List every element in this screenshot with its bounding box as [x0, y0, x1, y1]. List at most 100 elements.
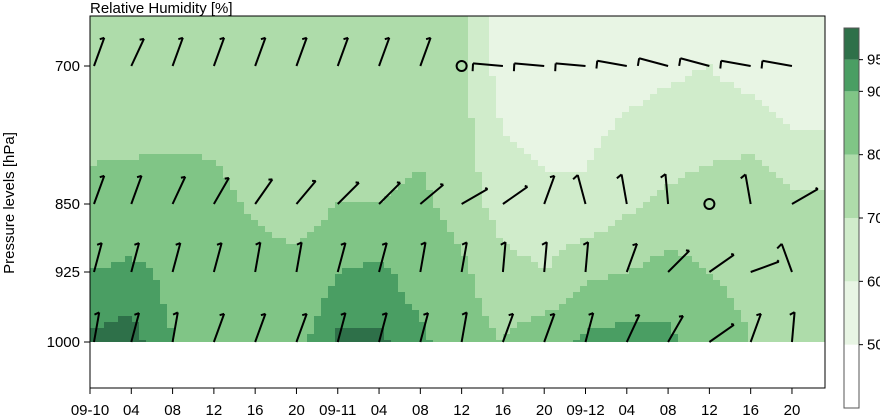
field-cell	[573, 148, 581, 155]
field-cell	[188, 172, 196, 179]
field-cell	[195, 154, 203, 161]
field-cell	[419, 40, 427, 47]
field-cell	[678, 238, 686, 245]
field-cell	[279, 160, 287, 167]
field-cell	[573, 46, 581, 53]
field-cell	[468, 94, 476, 101]
field-cell	[174, 166, 182, 173]
field-cell	[496, 46, 504, 53]
field-cell	[657, 142, 665, 149]
field-cell	[517, 142, 525, 149]
field-cell	[181, 82, 189, 89]
field-cell	[384, 130, 392, 137]
field-cell	[209, 250, 217, 257]
field-cell	[363, 154, 371, 161]
field-cell	[531, 196, 539, 203]
field-cell	[804, 28, 812, 35]
field-cell	[664, 262, 672, 269]
field-cell	[783, 226, 791, 233]
field-cell	[734, 124, 742, 131]
field-cell	[328, 166, 336, 173]
field-cell	[244, 190, 252, 197]
field-cell	[489, 202, 497, 209]
field-cell	[566, 106, 574, 113]
field-cell	[321, 292, 329, 299]
field-cell	[223, 208, 231, 215]
field-cell	[307, 40, 315, 47]
field-cell	[349, 202, 357, 209]
field-cell	[797, 82, 805, 89]
field-cell	[314, 40, 322, 47]
field-cell	[146, 262, 154, 269]
field-cell	[454, 142, 462, 149]
field-cell	[524, 82, 532, 89]
field-cell	[573, 214, 581, 221]
field-cell	[664, 154, 672, 161]
field-cell	[181, 16, 189, 23]
field-cell	[615, 238, 623, 245]
field-cell	[468, 196, 476, 203]
field-cell	[608, 244, 616, 251]
field-cell	[293, 118, 301, 125]
field-cell	[160, 262, 168, 269]
field-cell	[251, 232, 259, 239]
field-cell	[545, 166, 553, 173]
field-cell	[615, 76, 623, 83]
field-cell	[188, 28, 196, 35]
field-cell	[314, 196, 322, 203]
field-cell	[223, 106, 231, 113]
field-cell	[538, 106, 546, 113]
field-cell	[566, 16, 574, 23]
field-cell	[573, 58, 581, 65]
field-cell	[447, 178, 455, 185]
field-cell	[776, 178, 784, 185]
field-cell	[643, 40, 651, 47]
field-cell	[398, 256, 406, 263]
field-cell	[139, 184, 147, 191]
field-cell	[643, 268, 651, 275]
field-cell	[573, 154, 581, 161]
field-cell	[566, 262, 574, 269]
field-cell	[384, 274, 392, 281]
field-cell	[545, 148, 553, 155]
field-cell	[531, 16, 539, 23]
field-cell	[328, 34, 336, 41]
field-cell	[237, 256, 245, 263]
field-cell	[776, 196, 784, 203]
field-cell	[804, 190, 812, 197]
field-cell	[629, 262, 637, 269]
field-cell	[587, 154, 595, 161]
field-cell	[755, 46, 763, 53]
field-cell	[286, 250, 294, 257]
field-cell	[622, 34, 630, 41]
field-cell	[587, 244, 595, 251]
field-cell	[629, 190, 637, 197]
field-cell	[153, 202, 161, 209]
field-cell	[188, 286, 196, 293]
field-cell	[573, 100, 581, 107]
field-cell	[230, 196, 238, 203]
field-cell	[615, 286, 623, 293]
field-cell	[734, 52, 742, 59]
field-cell	[496, 52, 504, 59]
field-cell	[251, 280, 259, 287]
field-cell	[237, 130, 245, 137]
field-cell	[237, 214, 245, 221]
field-cell	[594, 160, 602, 167]
field-cell	[244, 148, 252, 155]
field-cell	[244, 100, 252, 107]
field-cell	[566, 244, 574, 251]
field-cell	[244, 280, 252, 287]
field-cell	[804, 16, 812, 23]
field-cell	[153, 220, 161, 227]
field-cell	[90, 298, 98, 305]
field-cell	[286, 280, 294, 287]
field-cell	[734, 250, 742, 257]
field-cell	[118, 100, 126, 107]
field-cell	[552, 232, 560, 239]
field-cell	[405, 196, 413, 203]
field-cell	[797, 28, 805, 35]
field-cell	[335, 82, 343, 89]
field-cell	[622, 46, 630, 53]
field-cell	[811, 208, 819, 215]
